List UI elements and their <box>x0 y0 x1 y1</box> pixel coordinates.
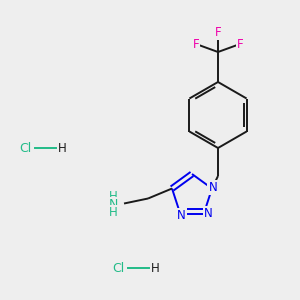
Text: N: N <box>108 198 118 211</box>
Text: F: F <box>237 38 243 50</box>
Text: N: N <box>204 208 213 220</box>
Text: H: H <box>151 262 159 275</box>
Text: H: H <box>58 142 66 154</box>
Text: F: F <box>193 38 199 50</box>
Text: H: H <box>109 190 117 203</box>
Text: Cl: Cl <box>19 142 31 154</box>
Text: H: H <box>109 206 117 219</box>
Text: F: F <box>215 26 221 38</box>
Text: Cl: Cl <box>112 262 124 275</box>
Text: N: N <box>208 181 217 194</box>
Text: N: N <box>177 209 186 223</box>
